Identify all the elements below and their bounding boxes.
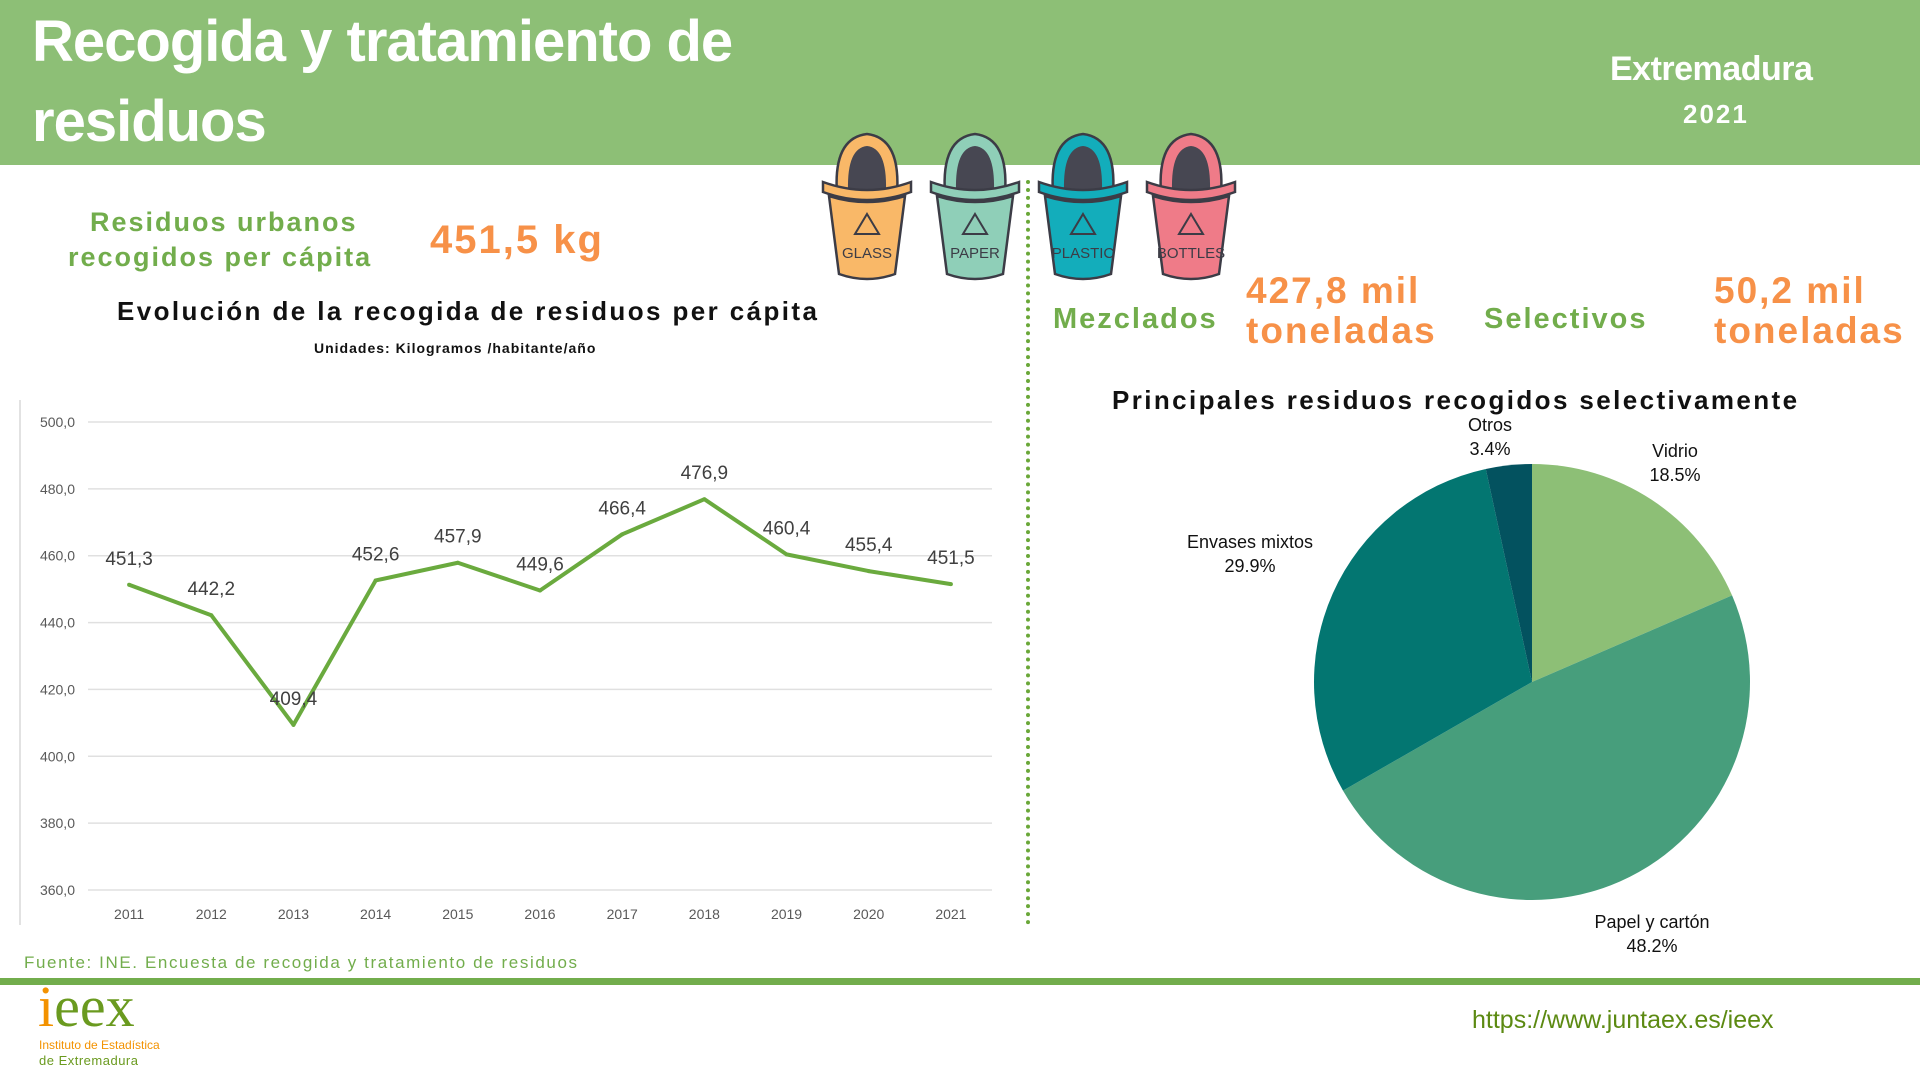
bin-paper-icon: PAPER: [929, 132, 1021, 281]
bin-label: PLASTIC: [1052, 245, 1115, 262]
y-tick-label: 420,0: [40, 681, 75, 697]
x-tick-label: 2020: [853, 906, 884, 922]
x-tick-label: 2021: [935, 906, 966, 922]
x-tick-label: 2014: [360, 906, 391, 922]
data-label: 457,9: [434, 527, 482, 548]
x-tick-label: 2012: [196, 906, 227, 922]
data-label: 451,3: [105, 549, 153, 570]
data-label: 466,4: [598, 498, 646, 519]
pie-slice-vidrio: [1532, 464, 1733, 682]
data-label: 455,4: [845, 535, 893, 556]
x-tick-label: 2019: [771, 906, 802, 922]
bin-plastic-icon: PLASTIC: [1037, 132, 1129, 281]
data-point: [948, 582, 953, 587]
y-tick-label: 460,0: [40, 548, 75, 564]
selective-value-line2: toneladas: [1714, 310, 1905, 351]
y-tick-label: 400,0: [40, 748, 75, 764]
data-point: [784, 552, 789, 557]
pie-label-name: Papel y cartón: [1594, 912, 1709, 932]
data-point: [127, 582, 132, 587]
mixed-value-line2: toneladas: [1246, 310, 1437, 351]
bin-label: BOTTLES: [1157, 245, 1225, 262]
y-tick-label: 500,0: [40, 414, 75, 430]
data-point: [373, 578, 378, 583]
bin-label: PAPER: [950, 245, 1000, 262]
ieex-logo: ieex Instituto de Estadística de Extrema…: [38, 976, 188, 1069]
data-label: 442,2: [187, 579, 235, 600]
pie-slice-envases-mixtos: [1314, 468, 1532, 791]
data-point: [538, 588, 542, 593]
logo-letter-i: i: [38, 974, 55, 1039]
per-capita-value: 451,5 kg: [430, 218, 604, 262]
data-label: 409,4: [270, 689, 318, 710]
x-tick-label: 2016: [524, 906, 555, 922]
per-capita-label-line2: recogidos per cápita: [68, 242, 373, 272]
pie-label-name: Vidrio: [1652, 441, 1698, 461]
data-point: [291, 722, 296, 727]
website-link[interactable]: https://www.juntaex.es/ieex: [1472, 1006, 1774, 1034]
pie-chart: Vidrio 18.5% Papel y cartón 48.2% Envases mi…: [1187, 415, 1750, 956]
mixed-label: Mezclados: [1053, 303, 1218, 335]
logo-subtitle-line1: Instituto de Estadística: [39, 1038, 160, 1052]
logo-letters-eex: eex: [54, 974, 135, 1039]
bin-glass-icon: GLASS: [821, 132, 913, 281]
data-label: 451,5: [927, 548, 975, 569]
selective-label: Selectivos: [1484, 303, 1648, 335]
y-tick-label: 440,0: [40, 615, 75, 631]
x-tick-label: 2018: [689, 906, 720, 922]
bin-bottles-icon: BOTTLES: [1145, 132, 1237, 281]
header-banner: Recogida y tratamiento de residuos Extre…: [0, 0, 1920, 165]
line-chart-title: Evolución de la recogida de residuos per…: [117, 296, 820, 326]
selective-value-line1: 50,2 mil: [1714, 270, 1866, 311]
pie-slice-otros: [1485, 464, 1532, 682]
pie-label-value: 18.5%: [1649, 465, 1700, 485]
data-label: 460,4: [763, 518, 811, 539]
x-tick-label: 2015: [442, 906, 473, 922]
bin-label: GLASS: [842, 245, 892, 262]
pie-label-value: 3.4%: [1469, 439, 1510, 459]
footer-rule: [0, 978, 1920, 985]
pie-label-name: Otros: [1468, 415, 1512, 435]
series-line: [128, 497, 952, 727]
data-point: [866, 569, 871, 574]
pie-label-value: 48.2%: [1626, 936, 1677, 956]
pie-label-value: 29.9%: [1224, 556, 1275, 576]
y-tick-label: 480,0: [40, 481, 75, 497]
x-tick-label: 2017: [607, 906, 638, 922]
source-note: Fuente: INE. Encuesta de recogida y trat…: [24, 953, 579, 972]
data-label: 449,6: [516, 554, 564, 575]
data-label: 452,6: [352, 544, 400, 565]
data-label: 476,9: [681, 463, 729, 484]
data-point: [455, 560, 460, 565]
mixed-value-line1: 427,8 mil: [1246, 270, 1421, 311]
x-tick-label: 2011: [114, 906, 144, 922]
pie-label-name: Envases mixtos: [1187, 532, 1313, 552]
per-capita-label-line1: Residuos urbanos: [90, 207, 358, 237]
pie-slice-papel-y-cartón: [1342, 595, 1750, 900]
section-divider: [1026, 180, 1030, 925]
region-label: Extremadura: [1610, 50, 1813, 88]
x-tick-label: 2013: [278, 906, 309, 922]
pie-chart-title: Principales residuos recogidos selectiva…: [1112, 385, 1800, 415]
page-title: Recogida y tratamiento de residuos: [32, 9, 733, 154]
data-point: [702, 497, 707, 502]
line-chart-subtitle: Unidades: Kilogramos /habitante/año: [314, 340, 597, 356]
y-tick-label: 380,0: [40, 815, 75, 831]
y-tick-label: 360,0: [40, 882, 75, 898]
data-point: [209, 613, 214, 618]
logo-subtitle-line2: de Extremadura: [39, 1053, 139, 1068]
year-label: 2021: [1683, 99, 1749, 129]
line-chart: 500,0 480,0 460,0 440,0 420,0 400,0 380,0 360,0…: [19, 400, 992, 925]
data-point: [620, 532, 625, 537]
logo-wordmark: ieex: [38, 976, 135, 1038]
